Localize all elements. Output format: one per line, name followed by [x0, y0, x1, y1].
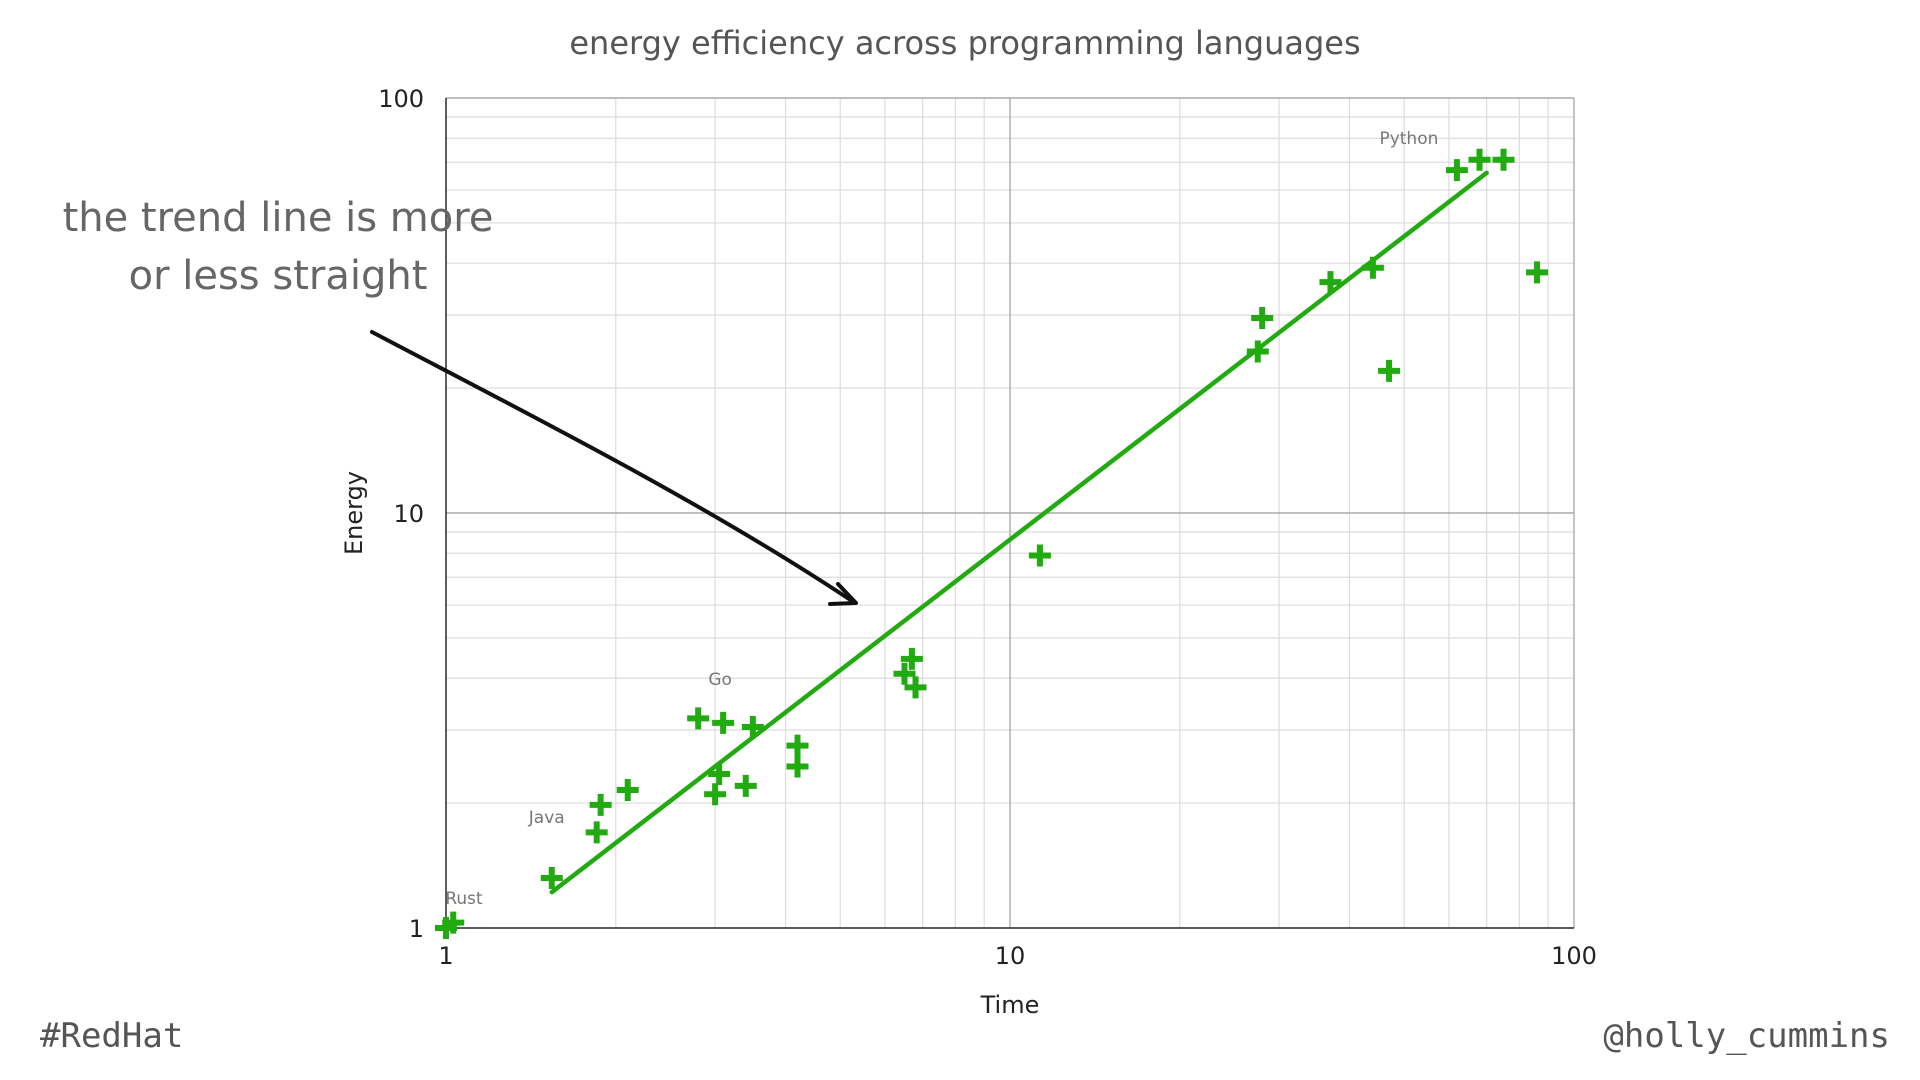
data-point: [687, 707, 710, 730]
data-point: [589, 793, 612, 816]
data-point: [786, 734, 809, 757]
data-point: [734, 774, 757, 797]
data-point: [540, 866, 563, 889]
footer-handle: @holly_cummins: [1603, 1016, 1890, 1056]
x-tick-label: 100: [1551, 942, 1597, 970]
y-tick-label: 100: [378, 85, 424, 113]
data-point: [900, 647, 923, 670]
point-label: Java: [528, 808, 565, 828]
data-point: [442, 911, 465, 934]
data-point: [1319, 271, 1342, 294]
data-points: [435, 148, 1549, 939]
footer-hashtag: #RedHat: [40, 1016, 183, 1056]
data-point: [1028, 544, 1051, 567]
y-tick-label: 10: [393, 500, 424, 528]
point-label: Go: [708, 670, 732, 690]
annotation: the trend line is more or less straight: [63, 195, 858, 606]
point-labels: Rust Java Go Python: [445, 129, 1438, 909]
data-point: [1526, 261, 1549, 284]
data-point: [741, 716, 764, 739]
data-point: [1378, 359, 1401, 382]
y-tick-label: 1: [409, 915, 424, 943]
x-tick-label: 1: [438, 942, 453, 970]
y-tick-labels: 1 10 100: [378, 85, 424, 943]
data-point: [704, 783, 727, 806]
x-tick-labels: 1 10 100: [438, 942, 1597, 970]
annotation-line-1: the trend line is more: [63, 195, 494, 241]
data-point: [1361, 256, 1384, 279]
data-point: [1468, 148, 1491, 171]
y-axis-label: Energy: [340, 471, 368, 555]
annotation-arrow: [370, 330, 854, 603]
data-point: [585, 821, 608, 844]
point-label: Rust: [445, 889, 483, 909]
annotation-line-2: or less straight: [129, 253, 428, 299]
data-point: [1251, 307, 1274, 330]
data-point: [1246, 340, 1269, 363]
chart-title: energy efficiency across programming lan…: [569, 24, 1360, 62]
data-point: [708, 763, 731, 786]
data-point: [786, 755, 809, 778]
data-point: [893, 662, 916, 685]
data-point: [1445, 159, 1468, 182]
annotation-arrowhead: [828, 582, 858, 606]
data-point: [616, 779, 639, 802]
data-point: [904, 676, 927, 699]
data-point: [712, 711, 735, 734]
plot-axes: [445, 98, 1574, 929]
x-tick-label: 10: [995, 942, 1026, 970]
plot-grid: [445, 97, 1575, 929]
data-point: [1492, 148, 1515, 171]
x-axis-label: Time: [980, 991, 1040, 1019]
point-label: Python: [1379, 129, 1438, 149]
